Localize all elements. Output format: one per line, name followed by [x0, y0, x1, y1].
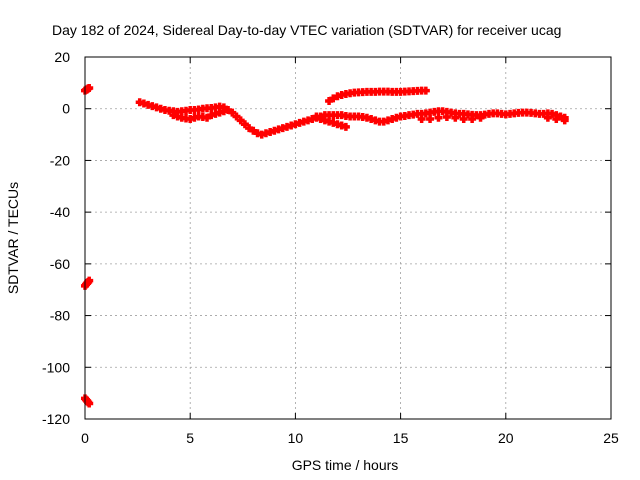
data-point	[476, 113, 485, 122]
axis-ticks	[84, 56, 612, 420]
data-point	[85, 84, 94, 93]
y-tick-label: -100	[42, 359, 70, 375]
data-point	[442, 112, 451, 121]
y-tick-label: -20	[50, 152, 70, 168]
series-lower-band	[169, 107, 569, 131]
x-tick-label: 20	[498, 430, 514, 446]
x-tick-label: 0	[81, 430, 89, 446]
data-point	[85, 276, 94, 285]
series-outlier-bottom	[81, 394, 94, 408]
data-point	[421, 86, 430, 95]
y-tick-labels: -120 -100 -80 -60 -40 -20 0 20	[42, 49, 70, 427]
chart-title: Day 182 of 2024, Sidereal Day-to-day VTE…	[52, 22, 561, 38]
plot-frame	[84, 56, 612, 420]
x-axis-label: GPS time / hours	[292, 457, 399, 473]
data-point	[543, 113, 552, 122]
y-axis-label: SDTVAR / TECUs	[5, 182, 21, 294]
data-point	[219, 107, 228, 116]
data-point	[451, 113, 460, 122]
y-tick-label: 20	[54, 49, 70, 65]
data-point	[552, 115, 561, 124]
data-point	[426, 115, 435, 124]
series-outlier-mid	[81, 276, 94, 290]
y-tick-label: 0	[62, 101, 70, 117]
data-point	[459, 115, 468, 124]
data-point	[560, 116, 569, 125]
y-tick-label: -40	[50, 204, 70, 220]
x-tick-label: 15	[393, 430, 409, 446]
x-tick-label: 10	[288, 430, 304, 446]
data-point	[85, 399, 94, 408]
series-outlier-top	[81, 84, 94, 95]
y-tick-label: -120	[42, 411, 70, 427]
x-tick-label: 25	[603, 430, 619, 446]
data-point	[468, 115, 477, 124]
data-point	[434, 113, 443, 122]
series-upper-track	[325, 86, 430, 105]
data-point	[341, 122, 350, 131]
x-tick-labels: 0 5 10 15 20 25	[81, 430, 619, 446]
data-point	[417, 115, 426, 124]
x-tick-label: 5	[186, 430, 194, 446]
data-points	[81, 84, 569, 408]
y-tick-label: -80	[50, 308, 70, 324]
y-tick-label: -60	[50, 256, 70, 272]
